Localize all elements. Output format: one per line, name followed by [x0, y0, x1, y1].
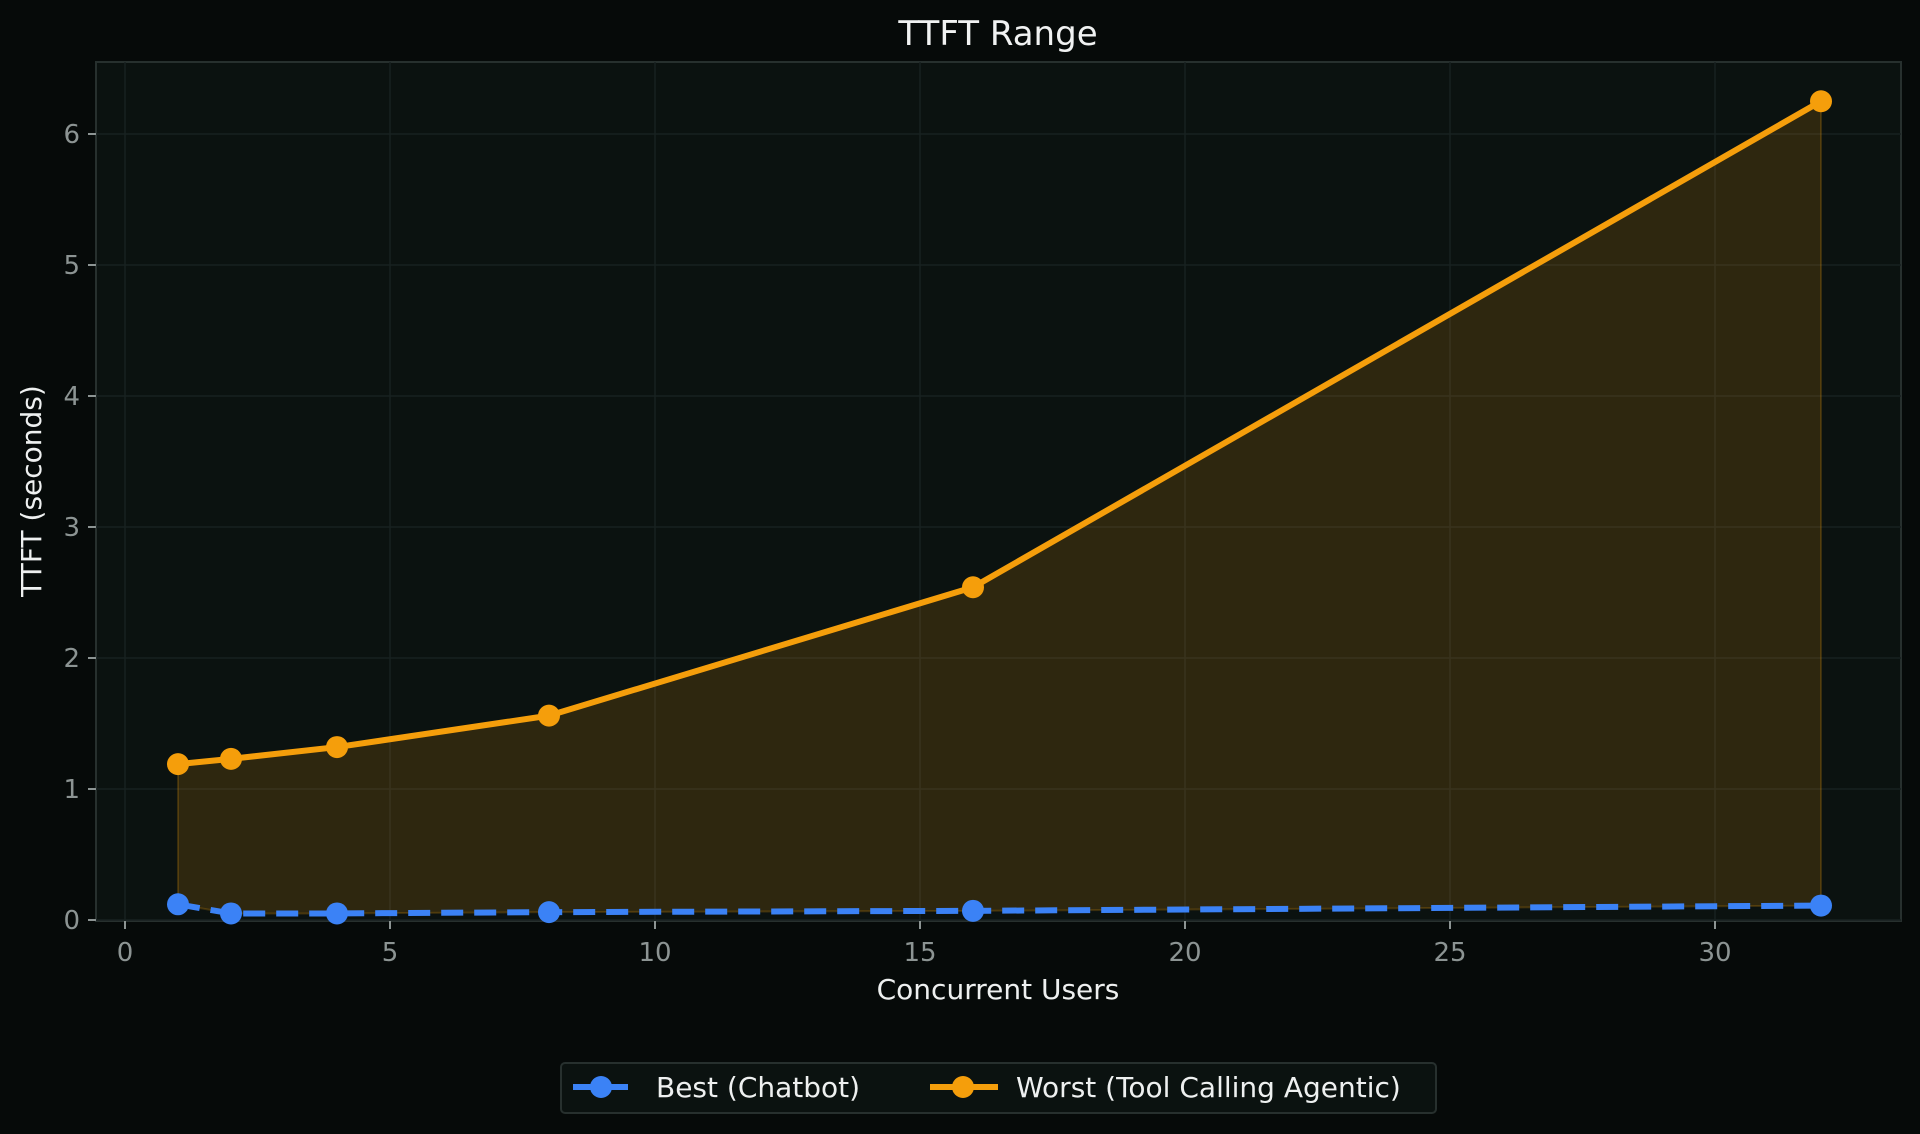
legend-marker-best-icon	[590, 1076, 612, 1098]
best-data-point	[1810, 894, 1832, 917]
x-tick-label: 30	[1698, 938, 1731, 968]
worst-data-point	[538, 704, 560, 727]
worst-data-point	[962, 576, 984, 599]
plot-area	[95, 61, 1902, 922]
worst-data-point	[326, 736, 348, 759]
x-tick-label: 0	[117, 938, 134, 968]
legend-box	[560, 1062, 1437, 1114]
y-tick-label: 6	[63, 120, 80, 150]
x-tick-label: 15	[903, 938, 936, 968]
legend-label-best: Best (Chatbot)	[656, 1071, 860, 1104]
worst-data-point	[1810, 90, 1832, 113]
y-tick-label: 5	[63, 251, 80, 281]
best-data-point	[167, 893, 189, 916]
x-tick-label: 25	[1433, 938, 1466, 968]
legend-item-best: Best (Chatbot)	[573, 1071, 860, 1104]
legend-item-worst: Worst (Tool Calling Agentic)	[930, 1071, 1401, 1104]
grid-lines	[96, 62, 1901, 921]
x-tick-label: 10	[638, 938, 671, 968]
legend-marker-worst-icon	[952, 1076, 974, 1098]
y-tick-label: 1	[63, 775, 80, 805]
series-lines	[167, 90, 1832, 925]
best-data-point	[962, 899, 984, 922]
x-axis-label: Concurrent Users	[877, 973, 1120, 1006]
x-tick-label: 5	[382, 938, 399, 968]
worst-data-point	[220, 747, 242, 770]
best-data-point	[220, 902, 242, 925]
y-axis-label: TTFT (seconds)	[15, 385, 48, 598]
x-tick-label: 20	[1168, 938, 1201, 968]
best-data-point	[538, 901, 560, 924]
y-tick-label: 0	[63, 906, 80, 936]
y-tick-label: 3	[63, 513, 80, 543]
best-data-point	[326, 902, 348, 925]
y-axis-ticks: 0 1 2 3 4 5 6	[63, 120, 96, 936]
worst-data-point	[167, 753, 189, 776]
legend-label-worst: Worst (Tool Calling Agentic)	[1016, 1071, 1401, 1104]
y-tick-label: 2	[63, 644, 80, 674]
legend: Best (Chatbot) Worst (Tool Calling Agent…	[560, 1062, 1437, 1114]
y-tick-label: 4	[63, 382, 80, 412]
x-axis-ticks: 0 5 10 15 20 25 30	[117, 921, 1732, 968]
chart-title: TTFT Range	[897, 14, 1097, 54]
